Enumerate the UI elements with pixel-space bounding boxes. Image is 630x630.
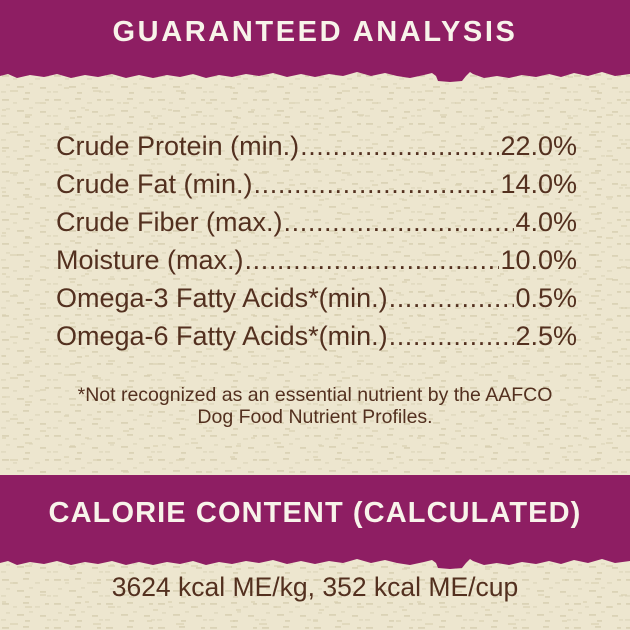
dot-leader: ........................................… [253, 168, 500, 199]
row-value: 0.5% [515, 282, 577, 313]
row-value: 22.0% [500, 130, 577, 161]
row-label: Crude Fat (min.) [56, 168, 253, 199]
row-label: Crude Protein (min.) [56, 130, 300, 161]
dot-leader: ........................................… [300, 130, 500, 161]
torn-edge-calorie-banner [0, 551, 630, 569]
calorie-content-title: CALORIE CONTENT (CALCULATED) [48, 496, 582, 529]
row-label: Omega-6 Fatty Acids*(min.) [56, 320, 388, 351]
row-value: 2.5% [515, 320, 577, 351]
table-row-crude-protein: Crude Protein (min.) ...................… [56, 127, 577, 165]
dot-leader: ........................................… [244, 244, 500, 275]
aafco-footnote: *Not recognized as an essential nutrient… [0, 384, 630, 428]
aafco-footnote-line2: Dog Food Nutrient Profiles. [197, 406, 433, 428]
row-label: Moisture (max.) [56, 244, 244, 275]
row-value: 10.0% [500, 244, 577, 275]
table-row-omega-3: Omega-3 Fatty Acids*(min.) .............… [56, 279, 577, 317]
calorie-content-value: 3624 kcal ME/kg, 352 kcal ME/cup [111, 572, 519, 602]
guaranteed-analysis-table: Crude Protein (min.) ...................… [56, 127, 577, 355]
row-value: 14.0% [500, 168, 577, 199]
guaranteed-analysis-title: GUARANTEED ANALYSIS [112, 15, 518, 48]
aafco-footnote-line1: *Not recognized as an essential nutrient… [77, 384, 553, 406]
table-row-moisture: Moisture (max.) ........................… [56, 241, 577, 279]
row-value: 4.0% [515, 206, 577, 237]
dot-leader: ........................................… [283, 206, 515, 237]
table-row-omega-6: Omega-6 Fatty Acids*(min.) .............… [56, 317, 577, 355]
torn-edge-top-banner [0, 64, 630, 82]
calorie-content-banner: CALORIE CONTENT (CALCULATED) [0, 475, 630, 551]
table-row-crude-fat: Crude Fat (min.) .......................… [56, 165, 577, 203]
dot-leader: ........................................… [388, 320, 515, 351]
dot-leader: ........................................… [388, 282, 515, 313]
row-label: Omega-3 Fatty Acids*(min.) [56, 282, 388, 313]
table-row-crude-fiber: Crude Fiber (max.) .....................… [56, 203, 577, 241]
row-label: Crude Fiber (max.) [56, 206, 283, 237]
guaranteed-analysis-banner: GUARANTEED ANALYSIS [0, 0, 630, 64]
